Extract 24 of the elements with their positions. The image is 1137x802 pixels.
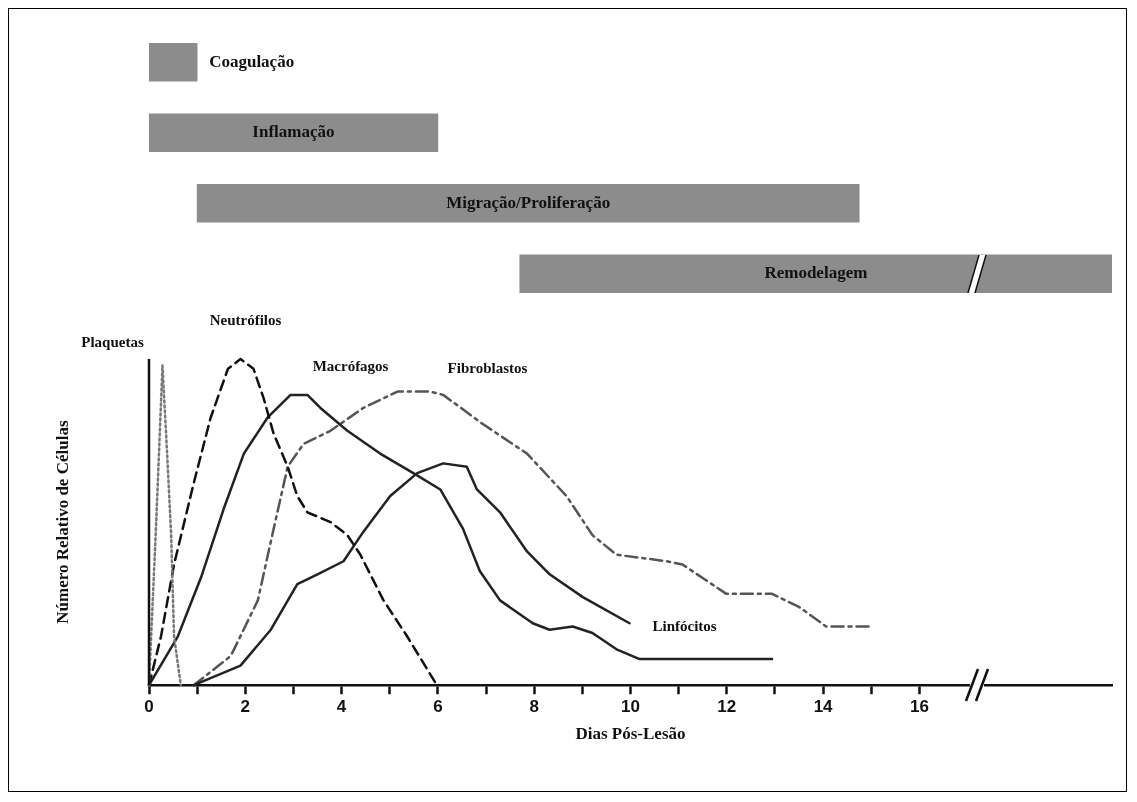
y-tick-label: Coagulação bbox=[209, 51, 295, 71]
series-label: Plaquetas bbox=[81, 334, 144, 351]
x-tick-label: 12 bbox=[717, 697, 737, 717]
bar bbox=[149, 113, 439, 153]
x-tick-label: 16 bbox=[909, 697, 929, 717]
y-tick-label: Migração/Proliferação bbox=[446, 192, 611, 212]
y-axis-title: Número Relativo de Células bbox=[52, 420, 72, 624]
text: Neutrófilos bbox=[209, 311, 282, 328]
x-tick-label: 4 bbox=[336, 697, 347, 717]
x-axis-title: Dias Pós-Lesão bbox=[575, 724, 686, 744]
x-tick-label: 0 bbox=[144, 697, 154, 717]
x-tick-label: 2 bbox=[240, 697, 251, 717]
bar bbox=[519, 254, 1112, 294]
bar bbox=[149, 42, 198, 82]
bar bbox=[196, 183, 860, 223]
y-tick-label: Inflamação bbox=[252, 122, 335, 142]
series-label: Linfócitos bbox=[652, 618, 717, 635]
series-label: Fibroblastos bbox=[447, 360, 528, 377]
x-tick-label: 8 bbox=[529, 697, 539, 717]
x-tick-label: 14 bbox=[813, 697, 834, 717]
y-tick-label: Remodelagem bbox=[764, 263, 868, 283]
x-tick-label: 6 bbox=[433, 697, 443, 717]
x-tick-label: 10 bbox=[621, 697, 640, 717]
series-label: Macrófagos bbox=[312, 357, 389, 374]
